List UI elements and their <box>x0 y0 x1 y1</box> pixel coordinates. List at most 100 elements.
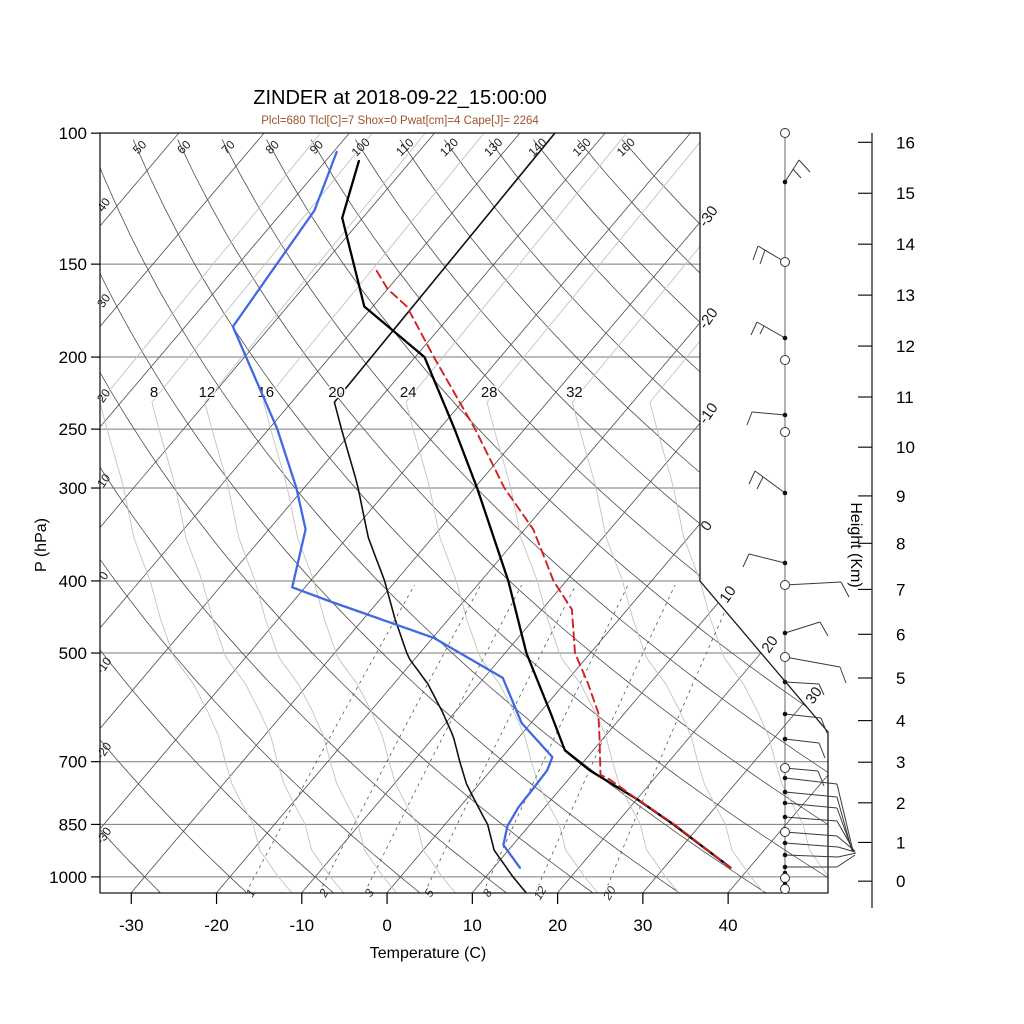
pressure-tick-label: 200 <box>59 348 87 367</box>
height-tick-label: 0 <box>896 872 905 891</box>
isotherm-line <box>100 133 265 893</box>
wind-level-dot <box>782 814 788 820</box>
wind-barb <box>820 717 828 734</box>
moist-adiabat-line <box>405 133 627 893</box>
wind-level-circle <box>780 128 790 138</box>
wind-barb <box>759 325 765 335</box>
wind-level-circle <box>780 257 790 267</box>
isotherm-line <box>301 133 828 893</box>
pressure-tick-label: 1000 <box>49 868 87 887</box>
wind-barb <box>784 854 839 858</box>
wind-barb <box>746 411 753 426</box>
isotherm-line <box>0 133 93 893</box>
wind-level-dot <box>782 852 788 858</box>
wind-barb <box>752 245 759 261</box>
wind-level-circle <box>780 427 790 437</box>
height-tick-label: 3 <box>896 753 905 772</box>
plot-frame-border <box>99 132 829 894</box>
height-tick-label: 13 <box>896 286 915 305</box>
dry-adiabat-line <box>221 139 828 893</box>
height-tick-label: 1 <box>896 833 905 852</box>
moist-adiabat-line <box>204 133 426 893</box>
pressure-tick-label: 300 <box>59 479 87 498</box>
dry-adiabat-line <box>132 139 828 893</box>
height-tick-label: 9 <box>896 487 905 506</box>
wind-level-circle <box>780 884 790 894</box>
wind-level-circle <box>780 580 790 590</box>
wind-barb <box>784 816 838 822</box>
dry-adiabat-line <box>355 139 828 893</box>
wind-barb <box>836 854 856 868</box>
wind-barb <box>756 321 786 339</box>
height-axis-title: Height (Km) <box>847 502 864 587</box>
isotherm-line <box>130 133 776 893</box>
moist-adiabat-label: 20 <box>328 384 345 401</box>
wind-barb <box>784 791 838 798</box>
wind-level-dot <box>782 335 788 341</box>
temperature-tick-label: -10 <box>290 916 315 935</box>
wind-level-dot <box>782 490 788 496</box>
wind-barb <box>819 621 829 637</box>
wind-barb <box>759 249 766 265</box>
wind-barb <box>784 581 842 586</box>
dry-adiabat-left-label: 10 <box>94 471 113 490</box>
moist-adiabat-line <box>571 133 794 893</box>
isotherm-right-label: 20 <box>758 633 781 656</box>
wind-level-circle <box>780 827 790 837</box>
isotherm-right-label: -30 <box>695 203 721 231</box>
dry-adiabat-left-label: -20 <box>93 739 115 762</box>
wind-barb <box>839 666 847 684</box>
temperature-tick-label: 40 <box>719 916 738 935</box>
moist-adiabat-label: 32 <box>566 384 583 401</box>
wind-barb <box>784 802 838 809</box>
dry-adiabat-left-label: 40 <box>94 195 113 214</box>
dry-adiabat-top-label: 50 <box>130 137 150 157</box>
wind-barb <box>784 621 821 634</box>
mixing-ratio-line <box>604 584 738 893</box>
height-tick-label: 12 <box>896 337 915 356</box>
wind-barb <box>817 770 825 787</box>
wind-level-dot <box>782 711 788 717</box>
dry-adiabat-line <box>100 139 766 893</box>
dry-adiabat-line <box>399 139 828 893</box>
temperature-curve <box>341 159 732 869</box>
dry-adiabat-top-label: 70 <box>218 137 238 157</box>
wind-level-dot <box>782 560 788 566</box>
moist-adiabat-line <box>486 133 708 893</box>
wind-level-dot <box>782 775 788 781</box>
isotherm-right-label: -20 <box>695 305 721 333</box>
dry-adiabat-line <box>488 139 828 893</box>
isotherm-line <box>216 133 828 893</box>
dry-adiabat-line <box>100 139 248 893</box>
plot-frame <box>99 132 829 894</box>
isotherm-line <box>100 133 521 893</box>
wind-barb <box>818 683 825 696</box>
height-tick-label: 16 <box>896 133 915 152</box>
wind-level-circle <box>780 763 790 773</box>
dry-adiabat-top-label: 160 <box>614 135 638 159</box>
dry-adiabat-top-label: 120 <box>437 135 461 159</box>
moist-adiabat-line <box>151 133 373 893</box>
mixing-ratio-line <box>318 584 482 893</box>
pressure-tick-label: 250 <box>59 420 87 439</box>
wind-level-circle <box>780 873 790 883</box>
height-tick-label: 7 <box>896 580 905 599</box>
wind-barb <box>784 159 800 183</box>
temperature-axis-title: Temperature (C) <box>370 945 486 962</box>
wind-barb <box>784 656 841 668</box>
dry-adiabat-line <box>100 139 680 893</box>
wind-barb <box>784 777 838 785</box>
temperature-tick-label: 10 <box>463 916 482 935</box>
height-tick-label: 6 <box>896 625 905 644</box>
isotherm-line <box>100 133 180 893</box>
wind-barb <box>748 553 786 564</box>
dry-adiabat-line <box>100 139 161 893</box>
height-tick-label: 14 <box>896 235 915 254</box>
wind-barb <box>784 713 822 719</box>
wind-barb <box>784 767 819 772</box>
wind-barb <box>836 835 856 852</box>
moist-adiabat-line <box>100 133 321 893</box>
isotherm-line <box>100 133 435 893</box>
